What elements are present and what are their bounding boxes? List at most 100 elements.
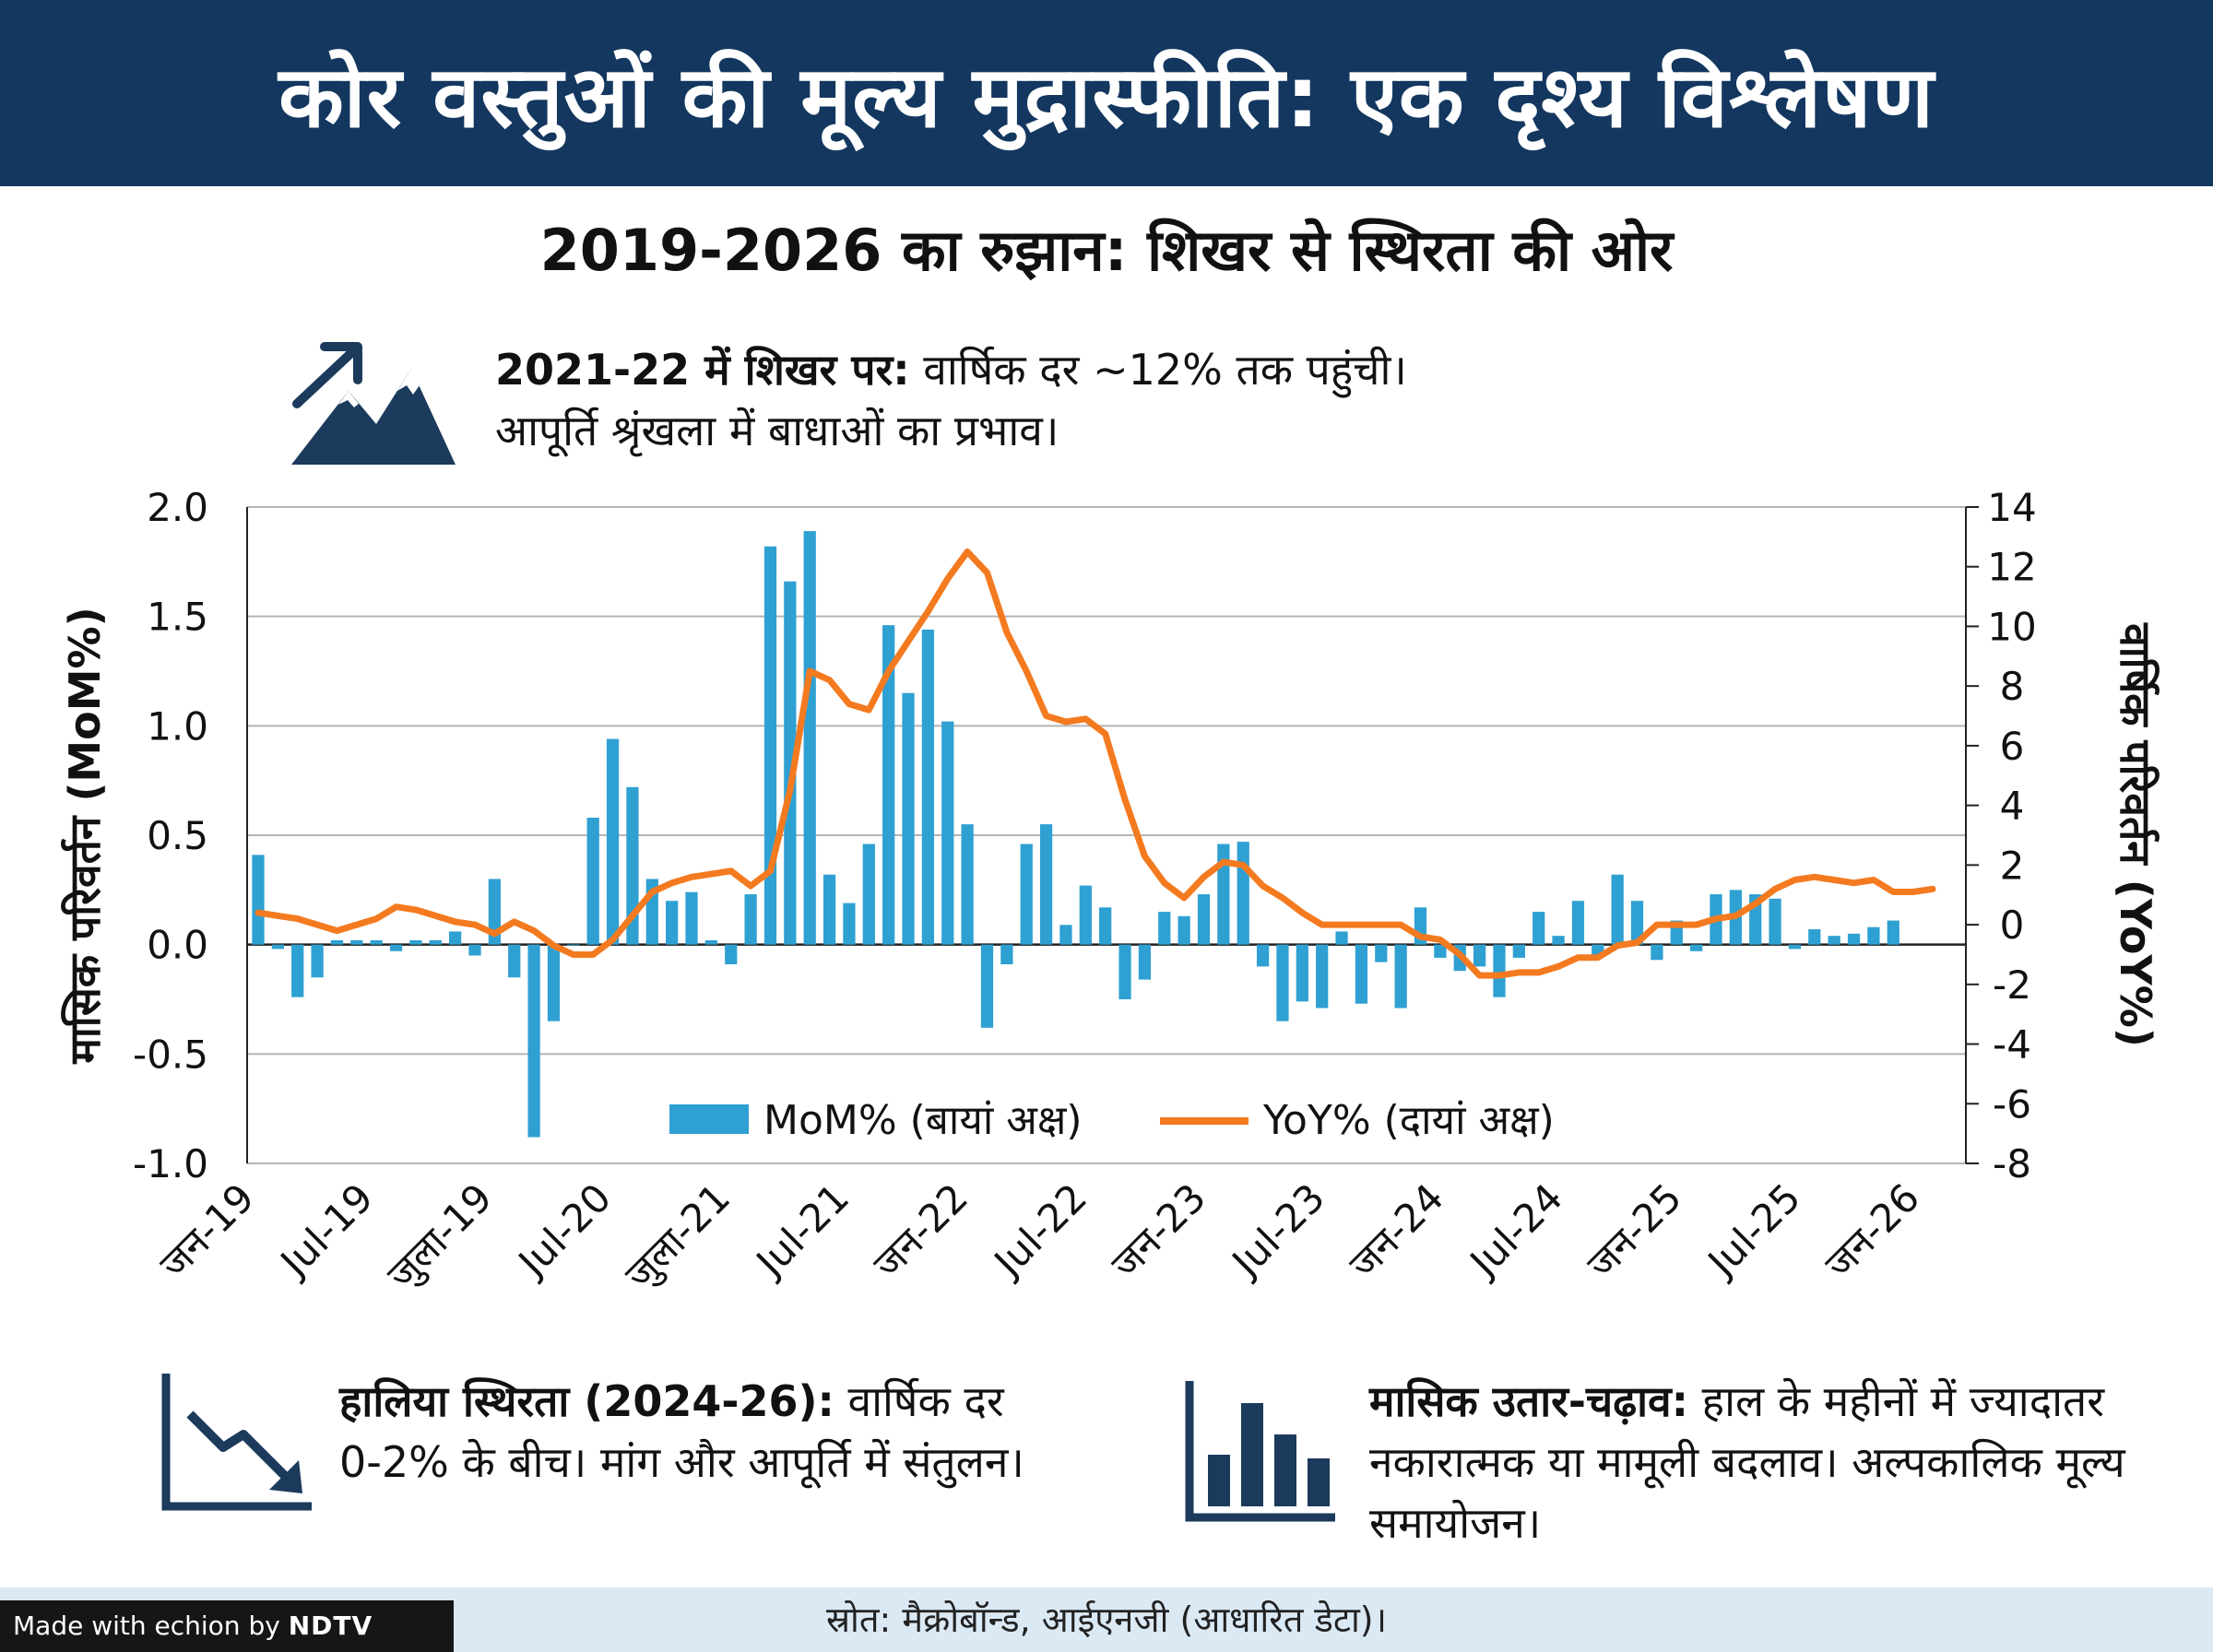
mom-bar bbox=[1296, 944, 1308, 1002]
mom-bar bbox=[1887, 920, 1899, 945]
mom-bar bbox=[586, 818, 599, 945]
mom-bar bbox=[1197, 894, 1211, 945]
y-right-tick-label: 4 bbox=[2000, 784, 2025, 829]
y-right-tick-label: -8 bbox=[1993, 1141, 2031, 1186]
y-right-tick-label: 10 bbox=[1987, 604, 2036, 649]
mom-bar bbox=[1118, 944, 1131, 999]
mom-bar bbox=[902, 692, 915, 945]
by-text: by bbox=[240, 1611, 289, 1641]
trend-down-icon bbox=[161, 1374, 312, 1511]
mom-bar bbox=[1690, 944, 1703, 951]
y-left-axis-title: मासिक परिवर्तन (MoM%) bbox=[60, 607, 110, 1064]
mom-bar bbox=[1039, 824, 1053, 945]
mom-bar bbox=[1592, 944, 1604, 956]
mom-bar bbox=[1000, 944, 1013, 965]
legend-yoy-label: YoY% (दायां अक्ष) bbox=[1262, 1097, 1555, 1144]
made-with-text: Made with bbox=[13, 1611, 155, 1641]
mom-bar bbox=[980, 944, 994, 1028]
mom-bar bbox=[252, 855, 265, 945]
mom-bar bbox=[1533, 912, 1545, 945]
mom-bar bbox=[1630, 901, 1644, 945]
mom-bar bbox=[843, 903, 856, 945]
mom-bar bbox=[1434, 944, 1447, 958]
monthly-note-heading: मासिक उतार-चढ़ाव: bbox=[1369, 1376, 1689, 1426]
mom-bar bbox=[389, 944, 403, 951]
mom-bar bbox=[784, 581, 797, 945]
mom-bar bbox=[666, 901, 679, 945]
mom-bar bbox=[409, 939, 422, 945]
legend-bar-swatch bbox=[669, 1104, 749, 1134]
y-right-tick-label: -4 bbox=[1993, 1022, 2031, 1068]
mountain-arrow-up-icon bbox=[291, 342, 456, 465]
y-right-tick-label: -2 bbox=[1993, 962, 2031, 1008]
mom-bar bbox=[1079, 885, 1092, 945]
mom-bar bbox=[763, 546, 777, 945]
y-right-axis-title: वार्षिक परिवर्तन (YoY%) bbox=[2111, 622, 2160, 1047]
bar-chart-icon bbox=[1185, 1381, 1335, 1522]
mom-bar bbox=[1552, 936, 1565, 945]
y-right-tick-label: 2 bbox=[2000, 843, 2025, 888]
mom-bar bbox=[1769, 898, 1781, 945]
stability-note: हालिया स्थिरता (2024-26): वार्षिक दर 0-2… bbox=[339, 1371, 1040, 1493]
mom-bar bbox=[1138, 944, 1152, 980]
y-left-tick-label: 1.5 bbox=[147, 595, 208, 640]
x-tick-label: Jul-19 bbox=[270, 1174, 382, 1286]
mom-bar bbox=[370, 939, 383, 945]
y-right-tick-label: 8 bbox=[2000, 664, 2025, 709]
mom-bar bbox=[606, 738, 620, 945]
mom-bar bbox=[1276, 944, 1289, 1021]
mom-bar bbox=[1808, 929, 1821, 945]
x-tick-label: जन-23 bbox=[1102, 1174, 1214, 1287]
y-left-tick-label: 2.0 bbox=[147, 485, 208, 530]
mom-bar bbox=[1788, 944, 1802, 950]
echion-logo: echion bbox=[154, 1611, 241, 1641]
legend-mom-label: MoM% (बायां अक्ष) bbox=[763, 1097, 1083, 1144]
x-tick-label: जुला-21 bbox=[616, 1174, 740, 1298]
mom-bar bbox=[330, 939, 344, 945]
mom-bar bbox=[429, 939, 442, 945]
mom-bar bbox=[822, 874, 836, 945]
title-banner: कोर वस्तुओं की मूल्य मुद्रास्फीति: एक दृ… bbox=[0, 0, 2213, 186]
mom-bar bbox=[1847, 933, 1861, 945]
yoy-line bbox=[254, 549, 1936, 979]
y-right-tick-label: -6 bbox=[1993, 1081, 2031, 1127]
mom-bar bbox=[1473, 944, 1486, 967]
monthly-note: मासिक उतार-चढ़ाव: हाल के महीनों में ज्या… bbox=[1369, 1371, 2144, 1553]
mom-bar bbox=[527, 944, 540, 1138]
mom-bar bbox=[941, 721, 954, 945]
x-tick-label: जन-19 bbox=[150, 1174, 263, 1287]
mom-bar bbox=[1178, 915, 1190, 945]
mom-bar bbox=[508, 944, 521, 978]
made-with-badge[interactable]: Made with echion by NDTV bbox=[0, 1600, 454, 1652]
stability-note-text: वार्षिक दर 0-2% के बीच। मांग और आपूर्ति … bbox=[339, 1376, 1024, 1487]
mom-bar bbox=[1099, 907, 1112, 945]
x-tick-label: Jul-23 bbox=[1222, 1174, 1333, 1286]
mom-bar bbox=[1611, 874, 1624, 945]
x-tick-label: Jul-21 bbox=[746, 1174, 858, 1286]
y-right-tick-label: 0 bbox=[2000, 903, 2025, 948]
mom-bar bbox=[1828, 936, 1840, 945]
mom-bar bbox=[567, 944, 580, 946]
mom-bar bbox=[1493, 944, 1506, 997]
mom-bar bbox=[350, 939, 363, 945]
mom-bar bbox=[291, 944, 304, 997]
x-tick-label: Jul-24 bbox=[1460, 1174, 1571, 1286]
mom-bar bbox=[1355, 944, 1368, 1004]
mom-bar bbox=[271, 944, 284, 950]
x-tick-label: जन-25 bbox=[1578, 1174, 1690, 1287]
peak-note: 2021-22 में शिखर पर: वार्षिक दर ~12% तक … bbox=[495, 339, 1602, 461]
mom-bar bbox=[685, 891, 698, 945]
mom-bar bbox=[1867, 926, 1880, 945]
chart: 2.0 1.5 1.0 0.5 0.0 -0.5 -1.0 14 12 10 8 6 4 2 0 -2 -4 -6… bbox=[60, 485, 2160, 1299]
mom-bar bbox=[882, 625, 895, 945]
y-left-tick-label: 1.0 bbox=[147, 703, 208, 749]
mom-bar bbox=[1512, 944, 1525, 958]
mom-bar bbox=[1059, 925, 1072, 945]
stability-note-heading: हालिया स्थिरता (2024-26): bbox=[339, 1376, 834, 1426]
mom-bar bbox=[704, 939, 718, 945]
y-left-tick-label: -1.0 bbox=[133, 1141, 208, 1186]
mom-bar bbox=[803, 531, 816, 945]
chart-subtitle: 2019-2026 का रुझान: शिखर से स्थिरता की ओ… bbox=[539, 217, 1674, 284]
mom-bar bbox=[547, 944, 561, 1021]
peak-note-text: वार्षिक दर ~12% तक पहुंची। bbox=[909, 345, 1407, 395]
